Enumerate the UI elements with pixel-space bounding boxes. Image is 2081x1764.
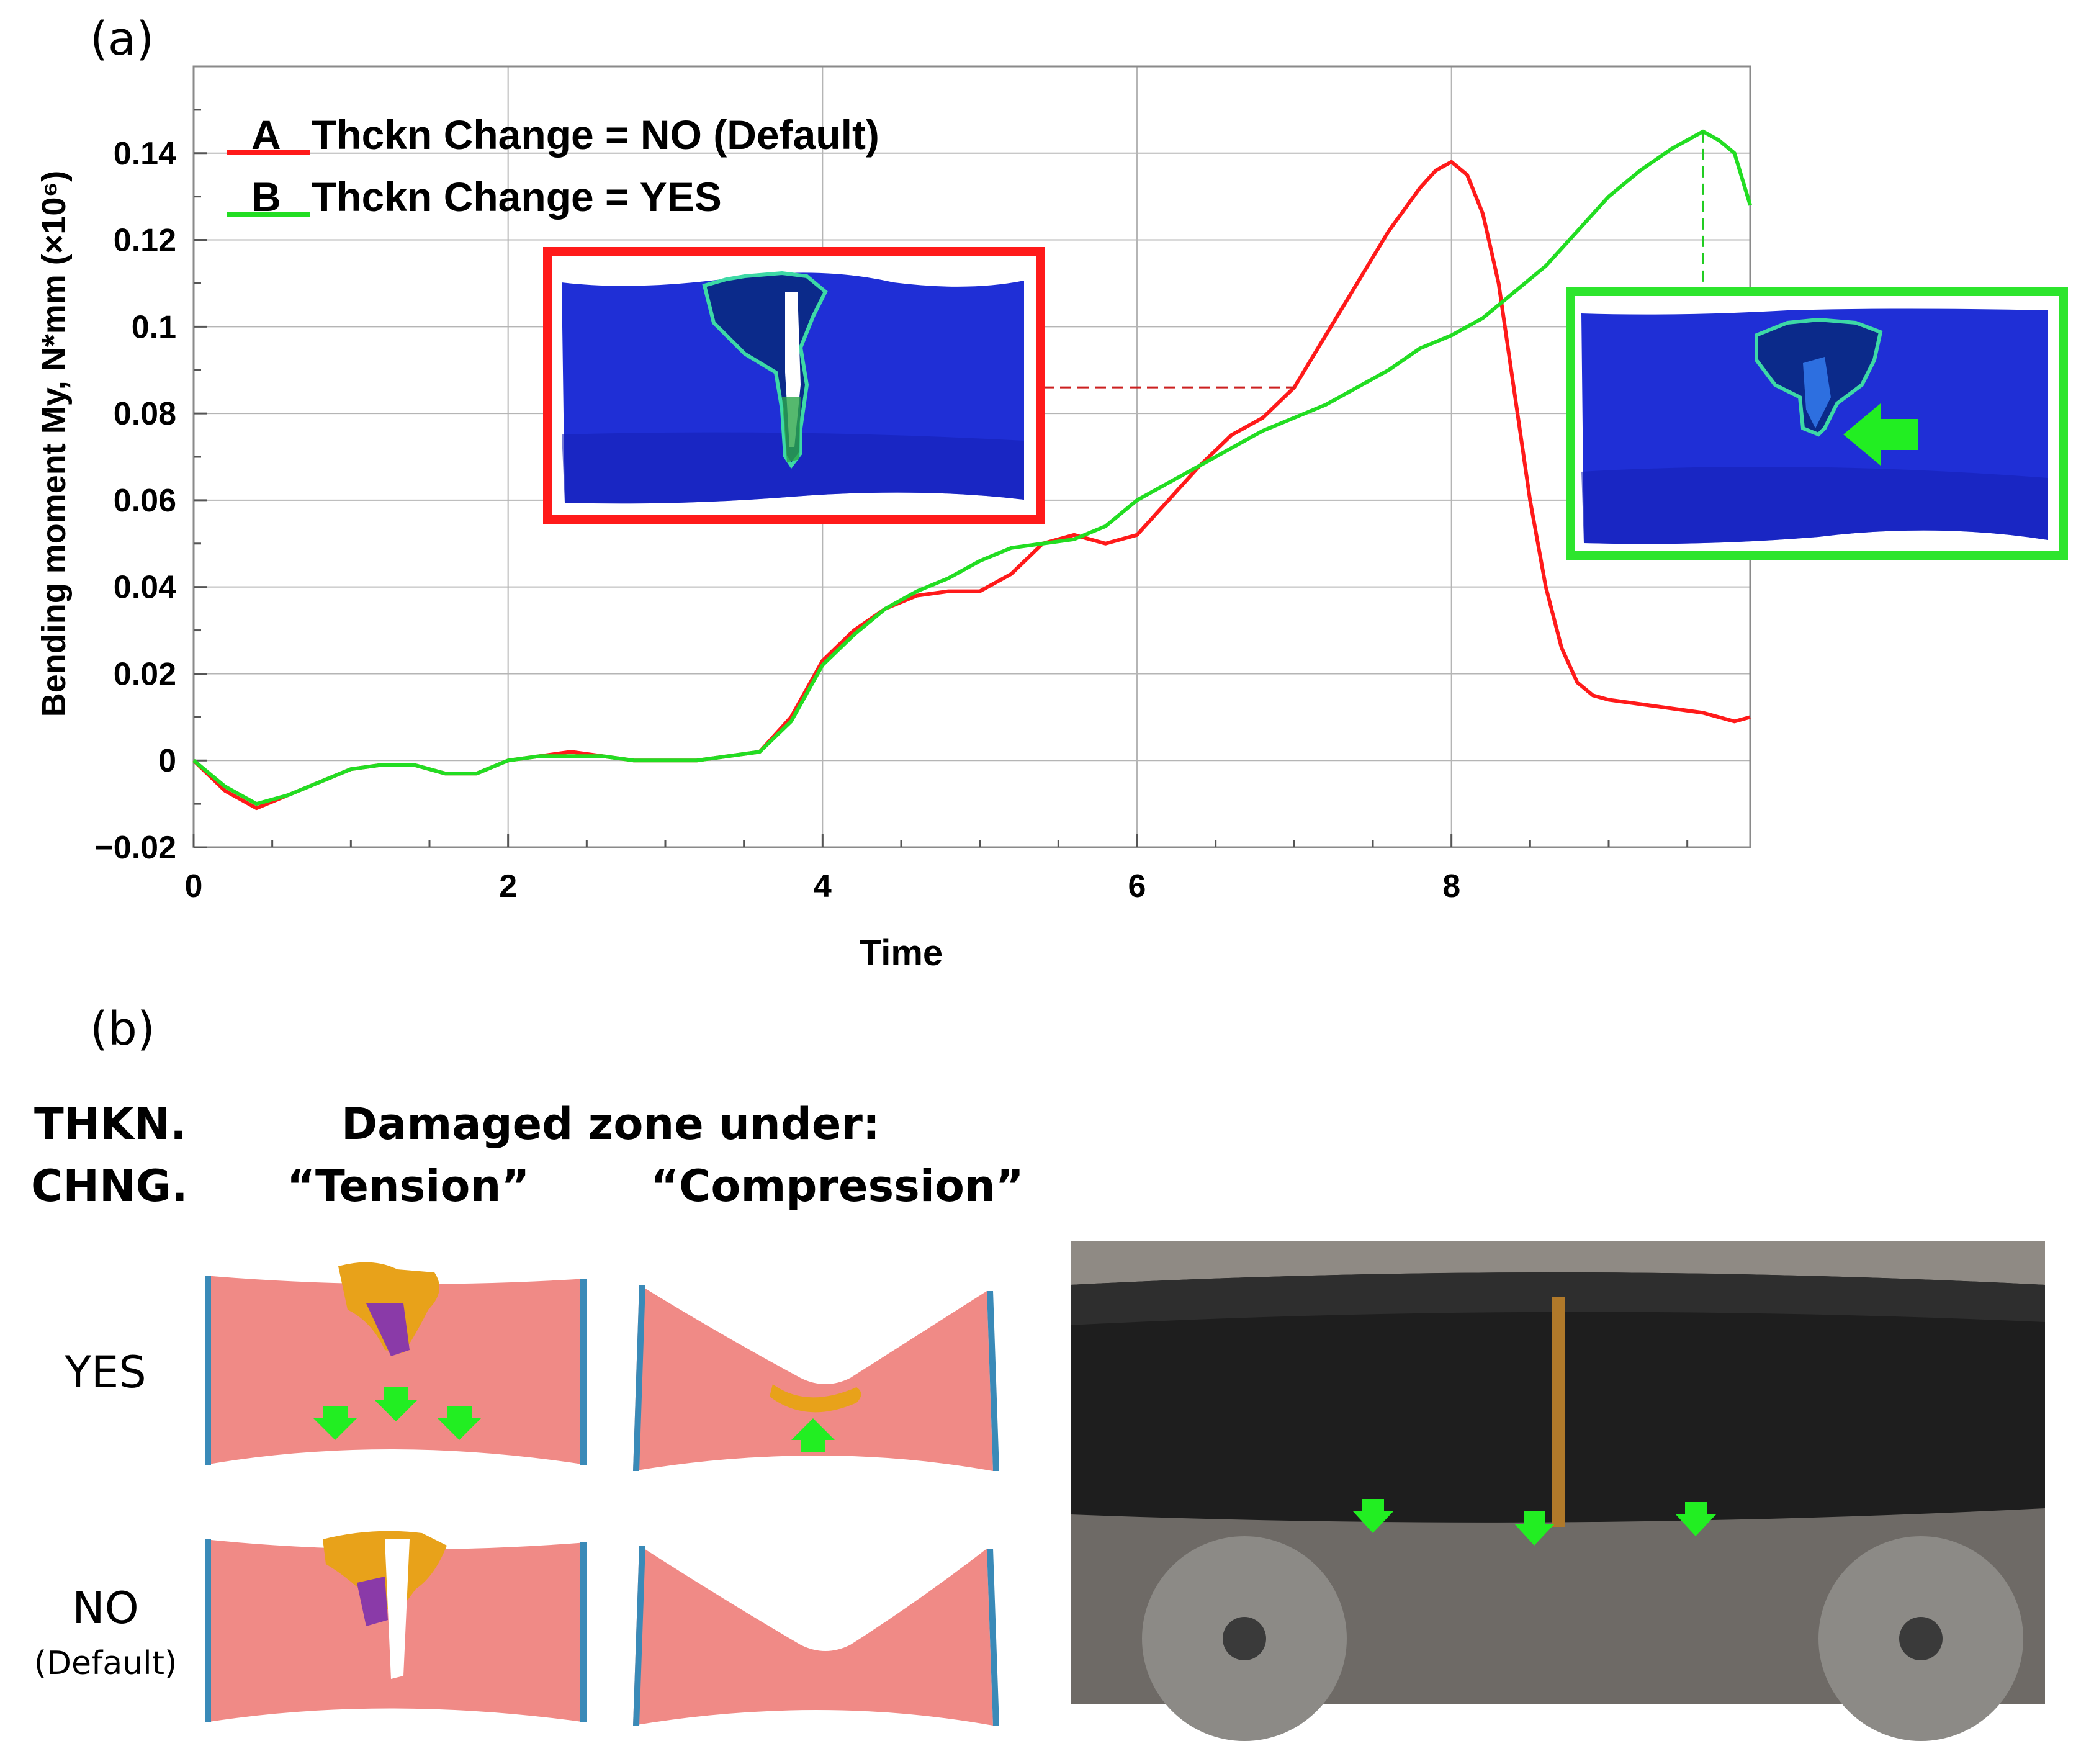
inset-arrow-icon <box>1843 403 1918 466</box>
model-no-tension <box>205 1531 587 1722</box>
arrow-down-icon <box>374 1387 418 1421</box>
y-tick-label: 0.06 <box>114 483 176 519</box>
inset-yes-thickness-change <box>1566 287 2068 560</box>
row-label-no: NO <box>72 1583 139 1634</box>
x-tick-label: 8 <box>1442 868 1460 904</box>
arrow-up-icon <box>791 1418 835 1452</box>
chng-header: CHNG. <box>31 1161 188 1212</box>
legend-b-label: Thckn Change = YES <box>312 174 722 220</box>
series-b-line <box>192 129 1752 806</box>
y-tick-label: −0.02 <box>94 830 176 866</box>
arrow-down-icon <box>438 1406 481 1440</box>
fe-model-figures <box>205 1241 2045 1741</box>
y-tick-label: 0.14 <box>114 136 176 172</box>
legend-a-letter: A <box>251 112 281 158</box>
model-no-compression <box>633 1546 999 1726</box>
row-label-yes: YES <box>65 1347 146 1398</box>
model-yes-tension <box>205 1262 587 1465</box>
arrow-down-icon <box>1514 1511 1555 1546</box>
y-tick-label: 0 <box>158 743 176 779</box>
arrow-down-icon <box>1353 1499 1393 1533</box>
inset-no-thickness-change <box>543 247 1045 524</box>
x-tick-label: 2 <box>499 868 517 904</box>
x-tick-label: 0 <box>185 868 203 904</box>
panel-b-label: (b) <box>90 1002 155 1056</box>
row-label-default: (Default) <box>34 1645 178 1682</box>
y-tick-label: 0.02 <box>114 656 176 692</box>
axis-ticks <box>192 109 1689 848</box>
y-tick-label: 0.04 <box>114 570 176 606</box>
y-tick-label: 0.08 <box>114 396 176 432</box>
legend-a-label: Thckn Change = NO (Default) <box>312 112 879 158</box>
x-tick-label: 4 <box>814 868 832 904</box>
experimental-specimen-photo <box>1071 1241 2045 1741</box>
y-axis-title: Bending moment My, N*mm (×10⁶) <box>35 171 73 717</box>
arrow-down-icon <box>1676 1502 1716 1536</box>
damaged-zone-title: Damaged zone under: <box>341 1099 880 1150</box>
compression-header: “Compression” <box>650 1161 1024 1212</box>
thkn-header: THKN. <box>34 1099 187 1150</box>
x-tick-label: 6 <box>1128 868 1146 904</box>
model-yes-compression <box>633 1285 999 1471</box>
legend: A Thckn Change = NO (Default) B Thckn Ch… <box>227 112 879 220</box>
x-tick-labels: 0 2 4 6 8 <box>185 868 1461 904</box>
arrow-down-icon <box>313 1406 357 1440</box>
y-tick-label: 0.1 <box>132 309 176 345</box>
x-axis-title: Time <box>860 933 943 973</box>
y-tick-label: 0.12 <box>114 223 176 259</box>
tension-header: “Tension” <box>287 1161 530 1212</box>
panel-a-label: (a) <box>90 12 155 66</box>
legend-b-letter: B <box>251 174 281 220</box>
y-tick-labels: −0.02 0 0.02 0.04 0.06 0.08 0.1 0.12 0.14 <box>94 136 176 866</box>
